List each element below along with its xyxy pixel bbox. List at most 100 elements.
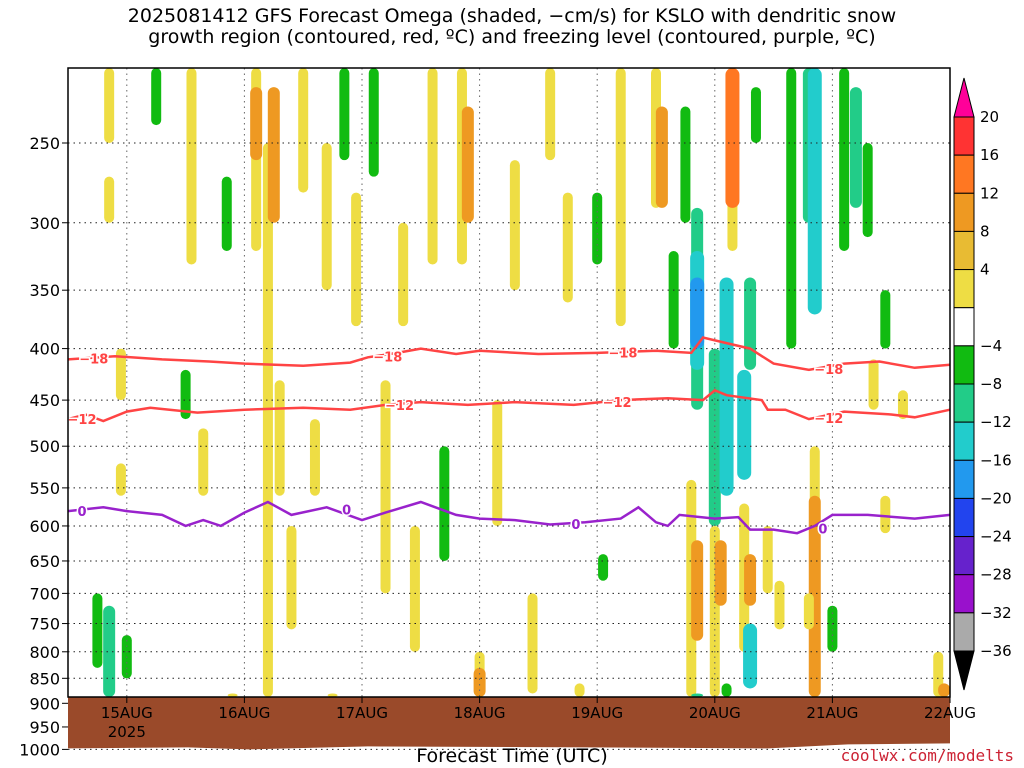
- contour-label: −12: [385, 399, 414, 414]
- contour-label: −18: [608, 347, 637, 362]
- colorbar-segment: [953, 269, 975, 309]
- omega-shade-cell: [880, 290, 891, 349]
- omega-shade-cell: [774, 580, 785, 630]
- omega-shade-cell: [744, 554, 757, 606]
- omega-shade-cell: [545, 68, 556, 161]
- omega-shade-cell: [527, 593, 538, 694]
- omega-shade-cell: [461, 106, 474, 223]
- omega-shade-cell: [762, 525, 773, 594]
- y-tick-label: 700: [29, 584, 60, 603]
- colorbar-segment: [953, 307, 975, 347]
- colorbar-segment: [953, 230, 975, 271]
- omega-shade-cell: [180, 369, 191, 420]
- omega-shade-cell: [151, 68, 162, 126]
- ground-surface: [68, 697, 950, 750]
- omega-shade-cell: [862, 143, 873, 238]
- omega-shade-cell: [327, 693, 338, 697]
- omega-shade-cell: [880, 495, 891, 534]
- omega-shade-cell: [104, 176, 115, 223]
- contour-layer: −18 −18 −18 −18 −12 −12 −12 −12 0 0 0 0: [66, 336, 951, 539]
- contour-label: −12: [814, 412, 843, 427]
- omega-shade-cell: [680, 106, 691, 223]
- colorbar-tick-label: −20: [980, 489, 1012, 507]
- omega-shading-layer: [92, 68, 951, 697]
- colorbar-segment: [953, 154, 975, 194]
- omega-shade-cell: [691, 540, 704, 641]
- omega-shade-cell: [368, 68, 379, 177]
- y-tick-label: 400: [29, 340, 60, 359]
- colorbar-max-arrow: [953, 77, 975, 118]
- credit-link[interactable]: coolwx.com/modelts: [840, 746, 1014, 765]
- y-tick-label: 850: [29, 669, 60, 688]
- contour-label: 0: [818, 522, 827, 537]
- omega-shade-cell: [668, 250, 679, 349]
- omega-shade-cell: [690, 277, 705, 349]
- colorbar-tick-label: −28: [980, 566, 1012, 584]
- omega-shade-cell: [492, 400, 503, 526]
- chart-title-line-1: 2025081412 GFS Forecast Omega (shaded, −…: [127, 5, 897, 27]
- contour-label: −18: [79, 353, 108, 368]
- omega-shade-cell: [186, 68, 197, 265]
- omega-shade-cell: [267, 87, 280, 223]
- colorbar-tick-label: −32: [980, 604, 1012, 622]
- colorbar-tick-label: −36: [980, 642, 1012, 660]
- colorbar-segment: [953, 574, 975, 614]
- contour-label: 0: [77, 505, 86, 520]
- omega-shade-cell: [103, 605, 116, 697]
- colorbar-tick-label: 12: [980, 184, 999, 202]
- colorbar-tick-label: −4: [980, 337, 1002, 355]
- y-tick-label: 450: [29, 391, 60, 410]
- omega-shade-cell: [615, 68, 626, 327]
- plot-frame: [67, 67, 951, 698]
- omega-shade-cell: [92, 593, 103, 668]
- chart-title: 2025081412 GFS Forecast Omega (shaded, −…: [0, 6, 1024, 48]
- omega-shade-cell: [897, 390, 908, 420]
- y-tick-label: 300: [29, 214, 60, 233]
- omega-shade-cell: [115, 463, 126, 496]
- contour-label: −18: [814, 363, 843, 378]
- x-tick-label: 21AUG: [806, 704, 858, 722]
- omega-shade-cell: [786, 68, 797, 349]
- x-year-label: 2025: [108, 723, 146, 741]
- x-axis-label: Forecast Time (UTC): [416, 745, 608, 767]
- colorbar-segment: [953, 116, 975, 156]
- omega-shade-cell: [274, 380, 285, 496]
- contour-line: [67, 500, 951, 535]
- colorbar-tick-label: −16: [980, 451, 1012, 469]
- colorbar: 20 16 12 8 4 −4 −8 −12 −16 −20 −24 −28 −32 −36: [953, 77, 1012, 691]
- omega-shade-cell: [598, 554, 609, 581]
- colorbar-tick-label: 8: [980, 222, 990, 240]
- omega-shade-cell: [227, 693, 238, 697]
- colorbar-tick-label: 16: [980, 146, 999, 164]
- colorbar-segment: [953, 383, 975, 423]
- colorbar-segment: [953, 192, 975, 232]
- x-axis: 15AUG 16AUG 17AUG 18AUG 19AUG 20AUG 21AUG 22AUG…: [101, 697, 976, 741]
- omega-shade-cell: [744, 277, 757, 370]
- colorbar-segment: [953, 536, 975, 576]
- omega-shade-cell: [439, 446, 450, 561]
- omega-shade-cell: [104, 68, 115, 143]
- omega-shade-cell: [808, 495, 821, 697]
- omega-shade-cell: [509, 160, 520, 291]
- colorbar-segment: [953, 345, 975, 385]
- y-tick-label: 550: [29, 479, 60, 498]
- contour-label: −18: [373, 350, 402, 365]
- x-tick-label: 15AUG: [101, 704, 153, 722]
- omega-shade-cell: [807, 68, 822, 315]
- y-tick-label: 950: [29, 718, 60, 737]
- omega-shade-cell: [725, 68, 740, 208]
- omega-shade-cell: [409, 525, 420, 652]
- omega-shade-cell: [655, 106, 668, 208]
- omega-shade-cell: [721, 683, 732, 697]
- x-tick-label: 17AUG: [336, 704, 388, 722]
- omega-shade-cell: [719, 277, 734, 496]
- omega-shade-cell: [574, 683, 585, 697]
- contour-line: [67, 388, 951, 423]
- contour-label: −12: [68, 413, 97, 428]
- omega-shade-cell: [380, 380, 391, 594]
- y-tick-label: 900: [29, 694, 60, 713]
- omega-shade-cell: [286, 525, 297, 630]
- omega-shade-cell: [743, 623, 758, 689]
- omega-shade-cell: [321, 143, 332, 291]
